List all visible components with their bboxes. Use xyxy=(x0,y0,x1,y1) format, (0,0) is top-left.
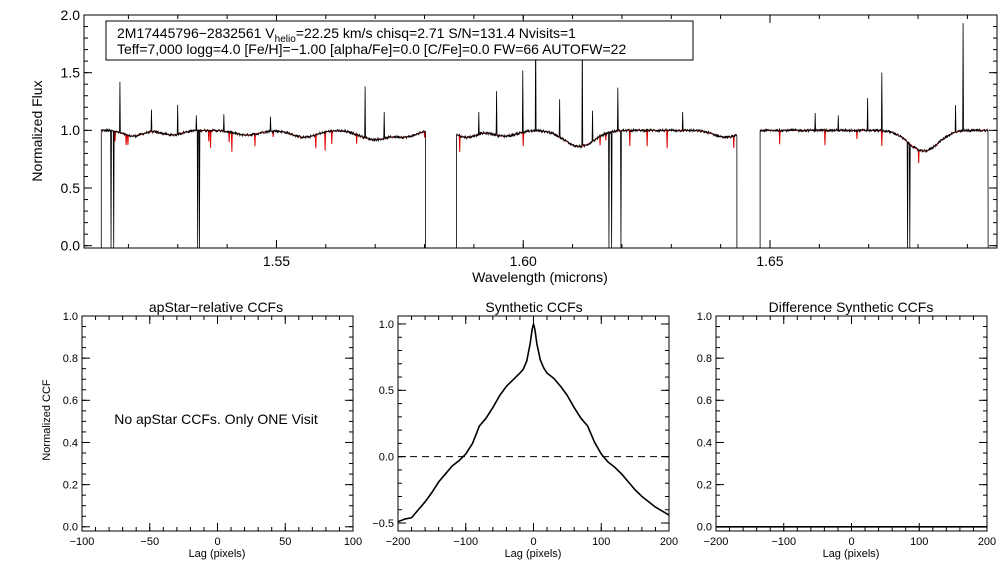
observed-spectrum-line-blue xyxy=(100,81,426,249)
spectrum-plot-frame xyxy=(83,14,998,249)
x-tick-label: 1.55 xyxy=(263,253,290,269)
observed-spectrum-line-red xyxy=(759,23,989,249)
y-tick-label: 0.0 xyxy=(379,452,394,464)
y-tick-label: 0.5 xyxy=(61,180,81,196)
apstar-ccf-x-axis-label: Lag (pixels) xyxy=(189,548,246,560)
y-tick-label: 1.0 xyxy=(61,122,81,138)
spectrum-data-layer xyxy=(100,23,989,249)
observed-spectrum-line-green xyxy=(456,26,738,249)
difference-ccf-ticks: −200 −100 0 100 200 0.0 0.2 0.4 0.6 0.8 1.0 xyxy=(697,311,996,548)
x-tick-label: −100 xyxy=(771,536,796,548)
x-tick-label: 1.65 xyxy=(756,253,783,269)
y-tick-label: 0.0 xyxy=(697,522,712,534)
x-tick-label: 1.60 xyxy=(510,253,537,269)
x-tick-label: 0 xyxy=(530,536,536,548)
y-tick-label: 2.0 xyxy=(61,7,81,23)
y-tick-label: 0.6 xyxy=(697,395,712,407)
info-box-frame xyxy=(105,20,694,61)
y-tick-label: −0.5 xyxy=(372,518,394,530)
difference-ccf-panel: Difference Synthetic CCFs −200 −100 0 100 20… xyxy=(697,299,996,560)
y-tick-label: 1.0 xyxy=(63,311,78,323)
apstar-ccf-ticks: −100 −50 0 50 100 0.0 0.2 0.4 0.6 0.8 1.0 xyxy=(63,311,362,548)
x-tick-label: 100 xyxy=(910,536,928,548)
x-tick-label: 200 xyxy=(978,536,996,548)
y-tick-label: 0.6 xyxy=(63,395,78,407)
y-tick-label: 0.4 xyxy=(697,437,712,449)
spectrum-info-box: 2M17445796−2832561 Vhelio=22.25 km/s chi… xyxy=(105,20,694,61)
spectrum-panel: 1.55 1.60 1.65 0.0 0.5 1.0 1.5 2.0 Wavelength (… xyxy=(29,7,998,285)
x-tick-label: −100 xyxy=(453,536,478,548)
y-tick-label: 1.0 xyxy=(697,311,712,323)
x-tick-label: −200 xyxy=(386,536,411,548)
difference-ccf-x-axis-label: Lag (pixels) xyxy=(823,548,880,560)
info-box-line-1: 2M17445796−2832561 Vhelio=22.25 km/s chi… xyxy=(117,25,576,45)
apstar-ccf-y-axis-label: Normalized CCF xyxy=(41,379,53,461)
apstar-ccf-panel: apStar−relative CCFs −100 −50 0 50 100 0.0 0.2… xyxy=(41,299,362,560)
x-tick-label: −200 xyxy=(704,536,729,548)
difference-ccf-title: Difference Synthetic CCFs xyxy=(769,299,934,315)
x-tick-label: 100 xyxy=(344,536,362,548)
y-tick-label: 0.4 xyxy=(63,437,78,449)
x-tick-label: 50 xyxy=(279,536,291,548)
y-tick-label: 0.2 xyxy=(63,479,78,491)
synthetic-ccf-x-axis-label: Lag (pixels) xyxy=(505,548,562,560)
x-tick-label: 0 xyxy=(214,536,220,548)
y-tick-label: 0.0 xyxy=(63,522,78,534)
spectrum-ticks: 1.55 1.60 1.65 0.0 0.5 1.0 1.5 2.0 xyxy=(61,7,997,269)
x-tick-label: −50 xyxy=(140,536,159,548)
x-tick-label: 100 xyxy=(592,536,610,548)
y-tick-label: 0.5 xyxy=(379,385,394,397)
y-tick-label: 1.0 xyxy=(379,319,394,331)
synthetic-ccf-ticks: −200 −100 0 100 200 −0.5 0.0 0.5 1.0 xyxy=(372,316,678,548)
spectrum-x-axis-label: Wavelength (microns) xyxy=(472,269,608,285)
info-box-line-2: Teff=7,000 logg=4.0 [Fe/H]=−1.00 [alpha/… xyxy=(117,41,626,57)
y-tick-label: 0.8 xyxy=(63,353,78,365)
x-tick-label: 0 xyxy=(848,536,854,548)
synthetic-ccf-title: Synthetic CCFs xyxy=(485,299,582,315)
x-tick-label: −100 xyxy=(70,536,95,548)
apstar-no-data-message: No apStar CCFs. Only ONE Visit xyxy=(114,411,318,427)
info-line-1-prefix: 2M17445796−2832561 V xyxy=(117,25,275,41)
spectrum-y-axis-label: Normalized Flux xyxy=(29,80,45,181)
apstar-ccf-title: apStar−relative CCFs xyxy=(149,299,283,315)
y-tick-label: 0.0 xyxy=(61,238,81,254)
x-tick-label: 200 xyxy=(660,536,678,548)
info-line-1-subscript: helio xyxy=(275,34,297,45)
info-line-1-suffix: =22.25 km/s chisq=2.71 S/N=131.4 Nvisits… xyxy=(296,25,576,41)
y-tick-label: 1.5 xyxy=(61,65,81,81)
y-tick-label: 0.2 xyxy=(697,479,712,491)
synthetic-ccf-panel: Synthetic CCFs −200 −100 0 100 200 −0.5 0.0 0.5… xyxy=(372,299,678,560)
y-tick-label: 0.8 xyxy=(697,353,712,365)
